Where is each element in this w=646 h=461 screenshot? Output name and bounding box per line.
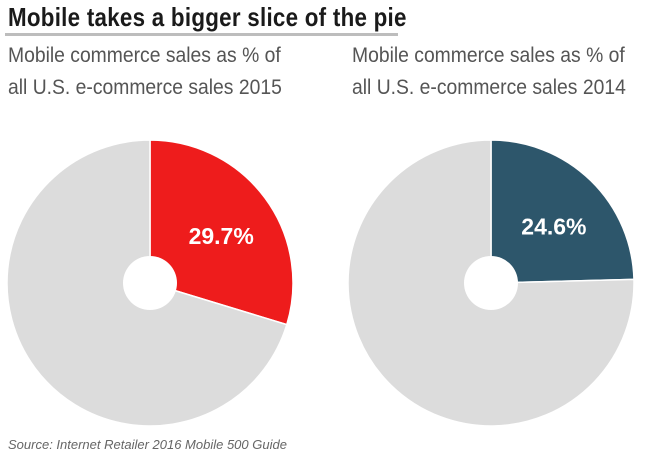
pie-1-hole <box>464 256 518 310</box>
pie-1-slice-0 <box>490 139 635 284</box>
pie-0-slice-0 <box>149 139 294 326</box>
pie-0-hole <box>123 256 177 310</box>
chart-title: Mobile takes a bigger slice of the pie <box>8 2 407 32</box>
pie-2015-title: Mobile commerce sales as % of all U.S. e… <box>8 44 282 99</box>
pie-0-data-label: 29.7% <box>189 223 254 249</box>
pie-2014-title: Mobile commerce sales as % of all U.S. e… <box>352 44 626 99</box>
pie-1-data-label: 24.6% <box>521 214 586 240</box>
source-note: Source: Internet Retailer 2016 Mobile 50… <box>8 437 287 452</box>
pie-1-slice-1 <box>347 139 635 427</box>
title-underline <box>5 33 398 36</box>
